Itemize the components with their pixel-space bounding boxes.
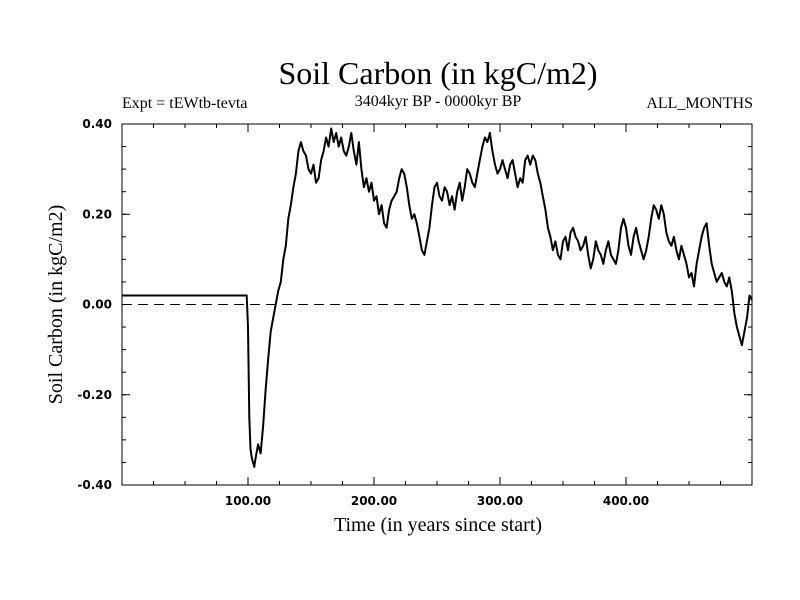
y-tick-label: 0.40 [82,117,112,131]
months-label: ALL_MONTHS [646,95,753,112]
chart-title: Soil Carbon (in kgC/m2) [278,55,597,91]
plot-frame [121,123,753,486]
y-tick-label: -0.20 [77,388,112,402]
x-tick-label: 100.00 [225,494,271,508]
x-tick-label: 300.00 [477,494,523,508]
soil-carbon-series-line [122,127,753,468]
plot-area: 100.00 200.00 300.00 400.00 -0.40 -0.20 0.00 0.… [77,117,753,508]
experiment-label: Expt = tEWtb-tevta [122,95,247,112]
y-tick-label: -0.40 [77,478,112,492]
chart-subtitle: 3404kyr BP - 0000kyr BP [355,93,522,110]
y-axis-label: Soil Carbon (in kgC/m2) [45,205,67,404]
y-tick-label: 0.20 [82,207,112,221]
x-axis-label: Time (in years since start) [334,514,542,536]
y-tick-label: 0.00 [82,298,112,312]
x-tick-label: 200.00 [351,494,397,508]
x-tick-label: 400.00 [603,494,649,508]
